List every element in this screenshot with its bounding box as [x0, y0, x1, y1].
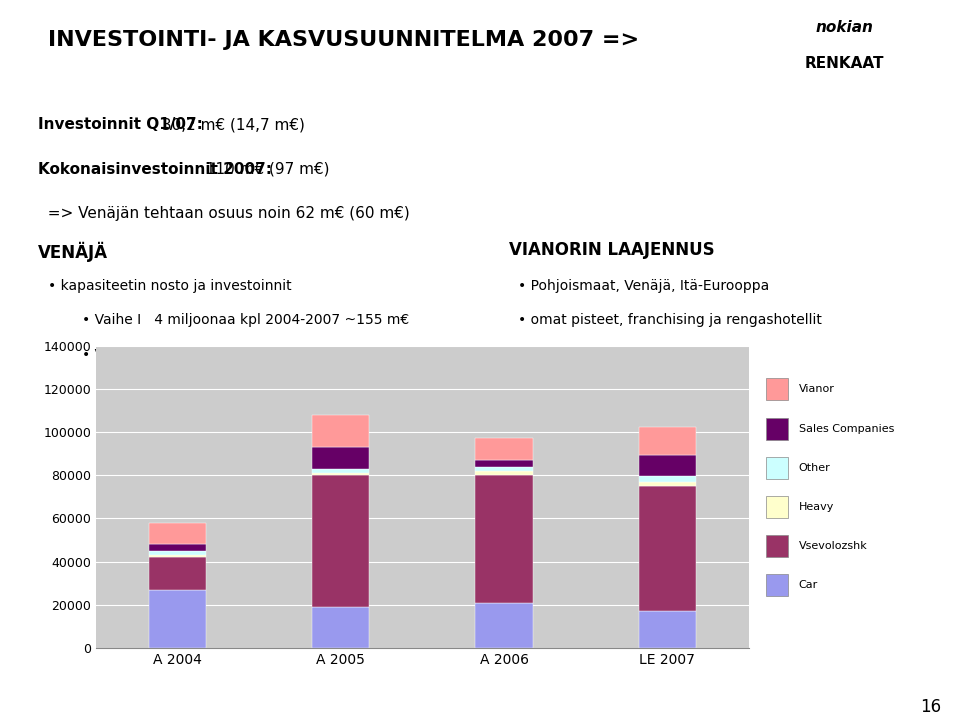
Text: • 2007 9 m€  (6,4 m€): • 2007 9 m€ (6,4 m€): [518, 348, 674, 362]
Bar: [312, 473, 370, 475]
Bar: [638, 486, 696, 611]
Text: • kapasiteetin nosto ja investoinnit: • kapasiteetin nosto ja investoinnit: [48, 279, 292, 292]
Bar: [312, 469, 370, 473]
Bar: [312, 415, 370, 447]
Text: RENKAAT: RENKAAT: [805, 55, 884, 71]
Bar: [475, 467, 533, 471]
Text: Other: Other: [799, 463, 830, 473]
Bar: [475, 438, 533, 460]
Text: Car: Car: [799, 580, 818, 590]
FancyBboxPatch shape: [766, 535, 787, 557]
Text: Vianor: Vianor: [799, 384, 834, 395]
Text: VENÄJÄ: VENÄJÄ: [38, 241, 108, 261]
Bar: [149, 544, 206, 551]
Bar: [312, 475, 370, 607]
Text: Sales Companies: Sales Companies: [799, 423, 894, 433]
Bar: [638, 482, 696, 486]
Bar: [475, 475, 533, 603]
Bar: [149, 551, 206, 555]
Text: 110 m€ (97 m€): 110 m€ (97 m€): [201, 162, 329, 177]
Bar: [475, 603, 533, 648]
Bar: [312, 447, 370, 469]
Text: Vsevolozshk: Vsevolozshk: [799, 541, 867, 551]
Bar: [638, 477, 696, 482]
Text: • Vaihe I   4 miljoonaa kpl 2004-2007 ~155 m€: • Vaihe I 4 miljoonaa kpl 2004-2007 ~155…: [82, 313, 409, 328]
Bar: [149, 523, 206, 544]
Text: nokian: nokian: [816, 20, 874, 35]
Bar: [149, 557, 206, 590]
FancyBboxPatch shape: [766, 379, 787, 400]
Text: • Vaihe II  4 -> 10 miljoonaa kpl 2007-2011 ~195 m€: • Vaihe II 4 -> 10 miljoonaa kpl 2007-20…: [82, 348, 451, 362]
Text: => Venäjän tehtaan osuus noin 62 m€ (60 m€): => Venäjän tehtaan osuus noin 62 m€ (60 …: [38, 207, 410, 222]
Bar: [149, 555, 206, 557]
Text: Investoinnit Q1/07:: Investoinnit Q1/07:: [38, 117, 204, 132]
FancyBboxPatch shape: [766, 496, 787, 518]
Text: • omat pisteet, franchising ja rengashotellit: • omat pisteet, franchising ja rengashot…: [518, 313, 823, 328]
FancyBboxPatch shape: [766, 418, 787, 439]
FancyBboxPatch shape: [766, 575, 787, 596]
Bar: [475, 471, 533, 475]
Bar: [638, 611, 696, 648]
Text: Kokonaisinvestoinnit 2007:: Kokonaisinvestoinnit 2007:: [38, 162, 273, 177]
Text: INVESTOINTI- JA KASVUSUUNNITELMA 2007 =>: INVESTOINTI- JA KASVUSUUNNITELMA 2007 =>: [48, 30, 639, 50]
Text: VIANORIN LAAJENNUS: VIANORIN LAAJENNUS: [509, 241, 714, 259]
Bar: [475, 460, 533, 467]
Bar: [312, 607, 370, 648]
Text: 16: 16: [920, 698, 941, 716]
Bar: [638, 455, 696, 477]
Bar: [638, 426, 696, 455]
Bar: [149, 590, 206, 648]
Text: 30,2 m€ (14,7 m€): 30,2 m€ (14,7 m€): [157, 117, 305, 132]
FancyBboxPatch shape: [766, 456, 787, 479]
Text: Heavy: Heavy: [799, 502, 834, 512]
Text: • Pohjoismaat, Venäjä, Itä-Eurooppa: • Pohjoismaat, Venäjä, Itä-Eurooppa: [518, 279, 770, 292]
